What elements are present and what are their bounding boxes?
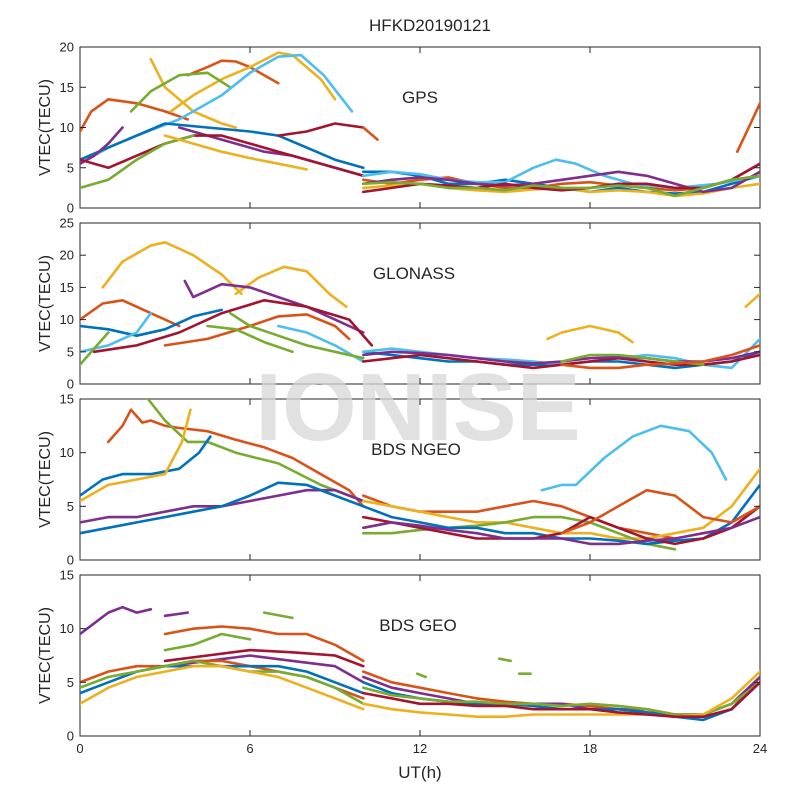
- panel-4-ytick-label-5: 5: [67, 675, 74, 690]
- panel-1-series-11: [276, 122, 365, 137]
- panel-2-ytick-label-5: 5: [67, 344, 74, 359]
- panel-1-ytick-label-10: 10: [60, 120, 74, 135]
- panel-3-series-2: [146, 399, 365, 503]
- panel-1: 0 5 10 15 20 VTEC(TECU) GPS: [37, 40, 761, 216]
- panel-3-series-6: [80, 481, 365, 535]
- panel-1-ytick-label-20: 20: [60, 40, 74, 55]
- panel-3-ytick-label-10: 10: [60, 445, 74, 460]
- panel-2-series-12: [206, 324, 294, 354]
- panel-4-series-18: [497, 657, 513, 663]
- panel-1-series-7: [80, 122, 365, 170]
- panel-2-series-5: [183, 279, 365, 334]
- panels-group: 0 5 10 15 20 VTEC(TECU) GPS 0 5 10 15 20 25 VTEC(TECU…: [37, 40, 767, 783]
- panel-1-series-2: [186, 59, 280, 85]
- panel-3-ytick-label-15: 15: [60, 392, 74, 407]
- panel-1-series-4: [169, 51, 337, 113]
- xlabel: UT(h): [398, 763, 441, 782]
- panel-4-ytick-label-0: 0: [67, 729, 74, 744]
- panel-4-series-6: [163, 648, 365, 668]
- panel-3-series-1: [107, 408, 365, 508]
- panel-4-series-5: [163, 632, 252, 652]
- panel-2-series-8: [276, 324, 365, 363]
- panel-3-series-4: [80, 408, 192, 503]
- panel-1-ylabel: VTEC(TECU): [37, 79, 54, 176]
- panel-4-ytick-label-10: 10: [60, 621, 74, 636]
- panel-2-ytick-label-0: 0: [67, 377, 74, 392]
- panel-2-ytick-label-10: 10: [60, 312, 74, 327]
- panel-4-ylabel: VTEC(TECU): [37, 607, 54, 704]
- panel-1-label: GPS: [402, 88, 438, 107]
- panel-2-label: GLONASS: [373, 264, 455, 283]
- panel-4-series-3: [262, 611, 294, 620]
- panel-3: 0 5 10 15 VTEC(TECU) BDS NGEO: [37, 392, 761, 568]
- xtick-label-18: 18: [583, 741, 597, 756]
- panel-1-series-13: [163, 134, 309, 171]
- panel-2: 0 5 10 15 20 25 VTEC(TECU) GLONASS: [37, 216, 761, 392]
- panel-3-series-10: [361, 515, 677, 551]
- watermark: IONISE: [255, 354, 580, 461]
- panel-1-traces: [80, 51, 760, 198]
- panel-2-ytick-label-15: 15: [60, 280, 74, 295]
- panel-2-series-20: [744, 292, 760, 309]
- panel-1-ytick-label-15: 15: [60, 80, 74, 95]
- xtick-label-6: 6: [246, 741, 253, 756]
- panel-4-ytick-label-15: 15: [60, 568, 74, 583]
- panel-4: 0 6 12 18 24 0 5 10 15 VTEC(TECU) BDS GEO UT(h): [37, 568, 767, 783]
- panel-3-ytick-label-5: 5: [67, 499, 74, 514]
- panel-3-ytick-label-0: 0: [67, 553, 74, 568]
- panel-3-ylabel: VTEC(TECU): [37, 431, 54, 528]
- panel-2-traces: [80, 241, 760, 370]
- figure-title: HFKD20190121: [369, 16, 491, 35]
- panel-4-series-16: [361, 670, 760, 719]
- panel-3-series-7: [540, 424, 728, 492]
- panel-1-ytick-label-0: 0: [67, 201, 74, 216]
- panel-2-ylabel: VTEC(TECU): [37, 255, 54, 352]
- panel-2-series-6: [80, 308, 223, 338]
- panel-2-series-9: [80, 331, 110, 367]
- panel-2-ytick-label-20: 20: [60, 248, 74, 263]
- panel-1-series-8: [80, 126, 124, 165]
- panel-4-series-20: [415, 672, 428, 679]
- panel-3-label: BDS NGEO: [371, 440, 461, 459]
- panel-4-series-1: [80, 605, 153, 636]
- panel-4-series-11: [80, 664, 365, 711]
- panel-2-series-17: [546, 324, 634, 344]
- panel-4-label: BDS GEO: [379, 616, 456, 635]
- panel-3-series-3: [80, 435, 212, 497]
- panel-2-series-11: [92, 298, 374, 354]
- panel-3-series-14: [560, 488, 760, 535]
- panel-1-series-12: [80, 134, 195, 190]
- panel-1-series-14: [361, 126, 379, 141]
- panel-2-series-10: [228, 311, 365, 360]
- panel-2-ytick-label-25: 25: [60, 216, 74, 231]
- panel-1-series-5: [129, 71, 232, 113]
- xtick-label-12: 12: [413, 741, 427, 756]
- panel-3-series-13: [361, 515, 760, 546]
- panel-2-series-1: [101, 241, 243, 296]
- panel-1-series-1: [80, 98, 189, 133]
- xtick-label-0: 0: [76, 741, 83, 756]
- panel-2-series-2: [234, 265, 348, 309]
- panel-2-series-19: [560, 344, 760, 370]
- panel-4-series-4: [163, 625, 365, 663]
- panel-4-series-2: [163, 611, 189, 618]
- panel-1-series-22: [735, 102, 760, 153]
- panel-2-series-3: [80, 298, 181, 328]
- xtick-label-24: 24: [753, 741, 767, 756]
- panel-1-series-21: [361, 174, 760, 198]
- panel-1-series-10: [80, 134, 365, 178]
- panel-4-traces: [80, 605, 760, 722]
- panel-4-series-17: [361, 680, 760, 719]
- panel-2-series-4: [163, 313, 351, 347]
- panel-1-ytick-label-5: 5: [67, 160, 74, 175]
- panel-3-traces: [80, 399, 760, 551]
